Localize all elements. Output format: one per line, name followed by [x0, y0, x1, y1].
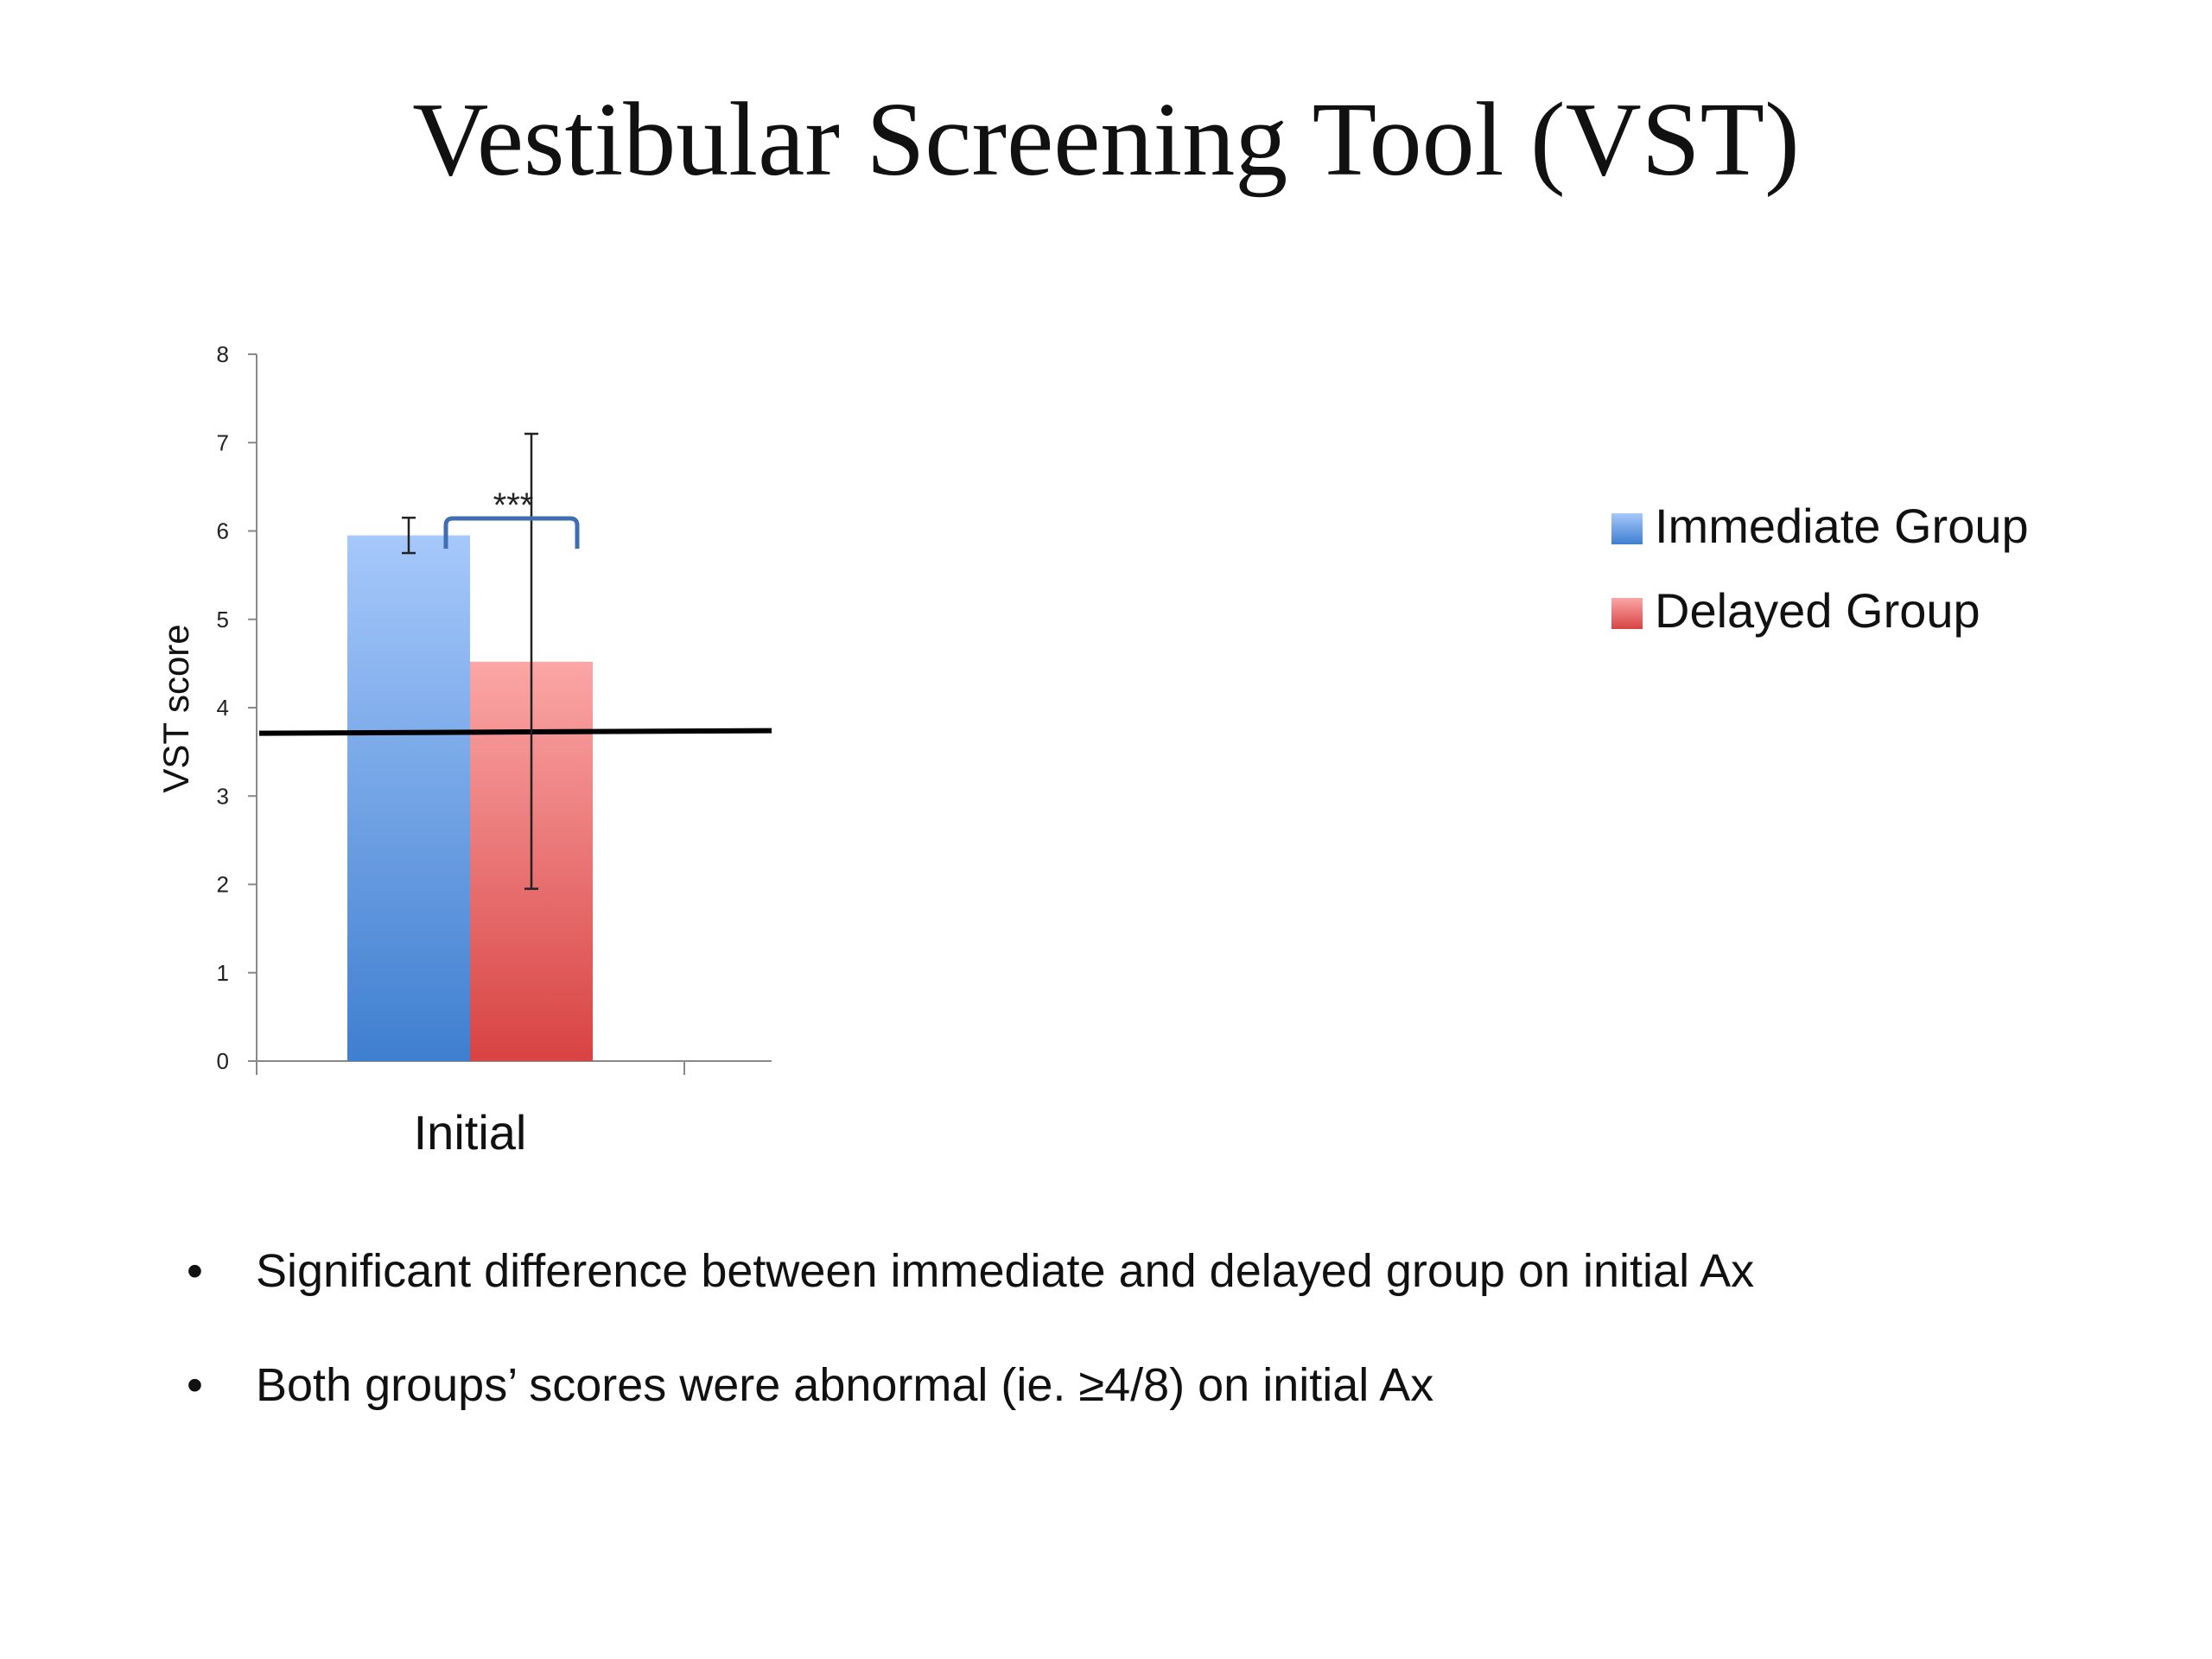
legend-label: Immediate Group [1655, 499, 2029, 553]
bullet-text: Significant difference between immediate… [256, 1245, 1755, 1297]
slide-title: Vestibular Screening Tool (VST) [412, 81, 1800, 198]
legend-label: Delayed Group [1655, 583, 1980, 638]
y-axis-title: VST score [156, 624, 196, 792]
y-tick-label: 5 [217, 607, 229, 632]
legend-swatch-immediate [1611, 513, 1643, 544]
bullet-dot: • [187, 1359, 203, 1411]
bullet-dot: • [187, 1245, 203, 1297]
y-tick-label: 8 [217, 341, 229, 367]
bullet-item: • Significant difference between immedia… [173, 1244, 1754, 1298]
significance-bracket [443, 516, 580, 549]
chart-overlay: *** [258, 432, 772, 890]
x-category-label: Initial [414, 1105, 527, 1160]
bar-immediate [347, 535, 470, 1061]
y-tick-label: 7 [217, 429, 229, 455]
y-tick-label: 3 [217, 783, 229, 809]
bullet-list: • Significant difference between immedia… [173, 1244, 1754, 1472]
reference-line [258, 728, 772, 736]
y-tick-label: 6 [217, 518, 229, 544]
y-tick-label: 1 [217, 960, 229, 986]
significance-label: *** [493, 486, 534, 524]
legend-swatch-delayed [1611, 598, 1643, 629]
chart-bars: Initial [347, 535, 593, 1160]
y-tick-label: 2 [217, 872, 229, 898]
bullet-text: Both groups’ scores were abnormal (ie. ≥… [256, 1359, 1434, 1411]
bullet-item: • Both groups’ scores were abnormal (ie.… [173, 1358, 1754, 1412]
chart-legend: Immediate Group Delayed Group [1611, 499, 2029, 638]
y-tick-label: 0 [217, 1048, 229, 1074]
y-tick-label: 4 [217, 695, 229, 721]
